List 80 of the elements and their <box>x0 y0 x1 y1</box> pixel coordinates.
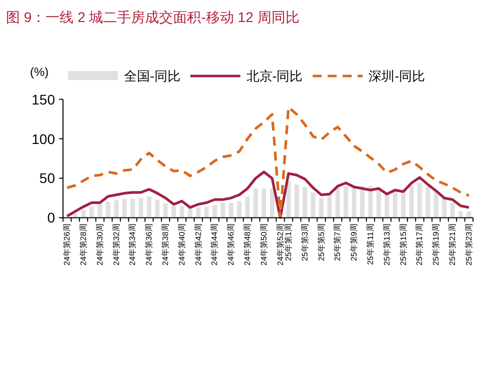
bar <box>114 200 119 218</box>
y-tick-label: 100 <box>32 130 56 147</box>
x-tick-label: 24年第28周 <box>79 224 88 266</box>
bar <box>228 202 234 218</box>
bar <box>262 188 266 218</box>
bar <box>245 196 250 218</box>
x-tick-label: 25年第11周 <box>366 224 375 265</box>
x-tick-label: 24年第48周 <box>243 224 252 266</box>
x-tick-label: 24年第44周 <box>210 224 220 266</box>
bar <box>392 190 398 218</box>
bar <box>286 181 291 218</box>
bar <box>163 203 168 218</box>
bar <box>122 198 127 218</box>
bar <box>426 186 430 218</box>
x-tick-label: 25年第3周 <box>300 224 310 262</box>
legend-label: 北京-同比 <box>246 68 303 84</box>
x-tick-label: 25年第13周 <box>382 224 392 266</box>
x-tick-label: 24年第26周 <box>62 224 72 266</box>
bar <box>335 188 340 218</box>
x-tick-label: 25年第21周 <box>448 224 457 266</box>
bar <box>89 206 94 218</box>
x-tick-label: 25年第5周 <box>316 224 326 262</box>
bar <box>138 198 144 218</box>
bar <box>376 189 381 218</box>
bar <box>319 198 324 218</box>
x-tick-label: 24年第42周 <box>194 224 203 266</box>
x-tick-label: 25年第9周 <box>350 224 359 262</box>
y-tick-label: 50 <box>39 170 56 186</box>
bar <box>130 198 135 218</box>
bar <box>434 192 438 218</box>
bar <box>302 186 308 218</box>
bar <box>368 186 373 218</box>
x-tick-label: 25年第17周 <box>415 224 424 266</box>
bar <box>327 194 332 218</box>
y-axis-title: (%) <box>30 65 49 79</box>
x-tick-label: 25年第7周 <box>333 224 342 262</box>
bar <box>204 206 209 218</box>
line-series <box>66 170 470 219</box>
x-tick-label: 24年第46周 <box>226 224 236 266</box>
bar <box>212 205 217 218</box>
bar <box>450 202 455 218</box>
x-tick-label: 24年第50周 <box>259 224 268 266</box>
x-tick-label: 25年第15周 <box>398 224 408 266</box>
legend-label: 全国-同比 <box>124 68 180 84</box>
bar <box>146 196 152 218</box>
bar <box>417 182 422 218</box>
bar <box>98 204 102 218</box>
bar <box>352 186 356 218</box>
bar <box>220 202 226 218</box>
legend-label: 深圳-同比 <box>368 68 426 84</box>
bar <box>171 206 176 218</box>
bar <box>237 201 242 218</box>
x-tick-label: 24年第52周 <box>276 224 285 266</box>
bar <box>253 188 258 218</box>
y-tick-label: 150 <box>32 91 56 108</box>
bar <box>106 202 110 218</box>
y-tick-label: 0 <box>47 210 56 226</box>
chart-title: 图 9：一线 2 城二手房成交面积-移动 12 周同比 <box>6 9 300 25</box>
bar <box>81 210 86 218</box>
x-tick-label: 24年第40周 <box>177 224 186 266</box>
bar <box>409 185 414 218</box>
line-series <box>66 106 470 219</box>
x-tick-label: 25年第23周 <box>464 224 474 266</box>
x-tick-label: 25年第1周 <box>284 224 293 262</box>
x-tick-label: 25年第19周 <box>432 224 441 266</box>
bar <box>360 186 365 218</box>
x-tick-label: 24年第38周 <box>161 224 170 266</box>
x-tick-label: 24年第30周 <box>95 224 104 266</box>
bar <box>155 200 160 218</box>
x-tick-label: 24年第32周 <box>112 224 121 266</box>
x-tick-label: 24年第36周 <box>144 224 154 266</box>
bar <box>344 186 348 218</box>
bar <box>401 190 406 218</box>
bar <box>310 192 316 218</box>
bar <box>180 206 184 218</box>
bar <box>294 184 299 218</box>
x-tick-label: 24年第34周 <box>128 224 138 266</box>
bar <box>270 188 274 218</box>
bar <box>196 207 201 218</box>
bar <box>442 198 447 218</box>
